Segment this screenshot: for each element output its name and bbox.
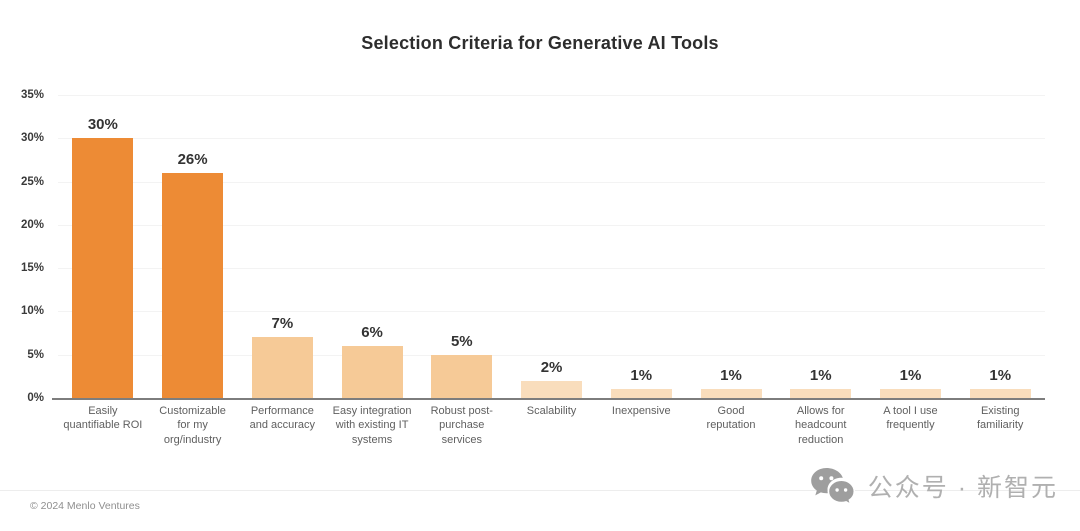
footer-divider: [0, 490, 1080, 491]
x-axis-labels: Easily quantifiable ROI Customizable for …: [58, 404, 1045, 447]
plot-area: 30% 26% 7% 6% 5% 2% 1% 1% 1% 1% 1%: [52, 95, 1045, 400]
bar-column: 1%: [776, 95, 866, 398]
bar-column: 2%: [507, 95, 597, 398]
bar-value-label: 7%: [271, 315, 294, 333]
category-label: Easily quantifiable ROI: [63, 405, 143, 432]
category-label: Performance and accuracy: [249, 405, 316, 432]
bar: [162, 172, 224, 398]
bar-column: 1%: [596, 95, 686, 398]
bar: [700, 389, 762, 398]
bar-value-label: 2%: [540, 358, 563, 376]
y-tick-label: 10%: [20, 305, 44, 318]
y-tick-label: 5%: [27, 348, 44, 361]
bars-container: 30% 26% 7% 6% 5% 2% 1% 1% 1% 1% 1%: [58, 95, 1045, 398]
bar-value-label: 26%: [177, 150, 208, 168]
bar: [72, 138, 134, 398]
gridline: [58, 354, 1045, 356]
bar-value-label: 30%: [87, 116, 118, 134]
category-label: Customizable for my org/industry: [159, 405, 226, 446]
bar: [610, 389, 672, 398]
bar: [341, 346, 403, 398]
bar: [431, 354, 493, 398]
wechat-icon: [810, 468, 855, 506]
bar-column: 6%: [327, 95, 417, 398]
bar-column: 5%: [417, 95, 507, 398]
bar: [879, 389, 941, 398]
copyright-text: © 2024 Menlo Ventures: [30, 500, 140, 512]
bar: [969, 389, 1031, 398]
y-tick-label: 30%: [20, 132, 44, 145]
category-label: Robust post- purchase services: [430, 405, 493, 446]
bar-column: 1%: [955, 95, 1045, 398]
y-tick-label: 0%: [27, 392, 44, 404]
category-label: Scalability: [526, 405, 577, 417]
bar-value-label: 1%: [989, 367, 1012, 385]
bar: [790, 389, 852, 398]
x-axis-baseline: [52, 398, 1045, 400]
y-tick-label: 35%: [20, 89, 44, 101]
gridline: [58, 268, 1045, 270]
category-label: Good reputation: [706, 405, 756, 432]
bar-value-label: 1%: [630, 367, 653, 385]
bar-value-label: 1%: [720, 367, 742, 385]
bar: [251, 337, 313, 398]
watermark: 公众号 · 新智元: [810, 462, 1058, 510]
gridline: [58, 311, 1045, 313]
bar-column: 1%: [686, 95, 776, 398]
bar: [521, 380, 583, 398]
chart-title: Selection Criteria for Generative AI Too…: [361, 33, 719, 53]
bar-column: 1%: [866, 95, 956, 398]
y-tick-label: 20%: [20, 218, 44, 231]
category-label: Existing familiarity: [976, 405, 1024, 432]
bar-value-label: 1%: [809, 367, 832, 385]
y-axis: 35% 30% 25% 20% 15% 10% 5% 0%: [0, 89, 52, 404]
bar-value-label: 6%: [361, 324, 383, 342]
gridline: [58, 224, 1045, 226]
bar-value-label: 1%: [899, 367, 922, 385]
gridline: [58, 95, 1045, 96]
gridline: [58, 181, 1045, 183]
category-label: Allows for headcount reduction: [795, 405, 847, 446]
category-label: A tool I use frequently: [883, 405, 938, 432]
category-label: Inexpensive: [611, 405, 671, 417]
gridline: [58, 138, 1045, 140]
bar-column: 7%: [237, 95, 327, 398]
watermark-text: 公众号 · 新智元: [867, 474, 1058, 502]
bar-column: 26%: [148, 95, 238, 398]
bar-column: 30%: [58, 95, 148, 398]
category-label: Easy integration with existing IT system…: [332, 405, 412, 446]
y-tick-label: 15%: [20, 262, 44, 275]
y-tick-label: 25%: [20, 175, 44, 188]
bar-value-label: 5%: [450, 332, 473, 350]
